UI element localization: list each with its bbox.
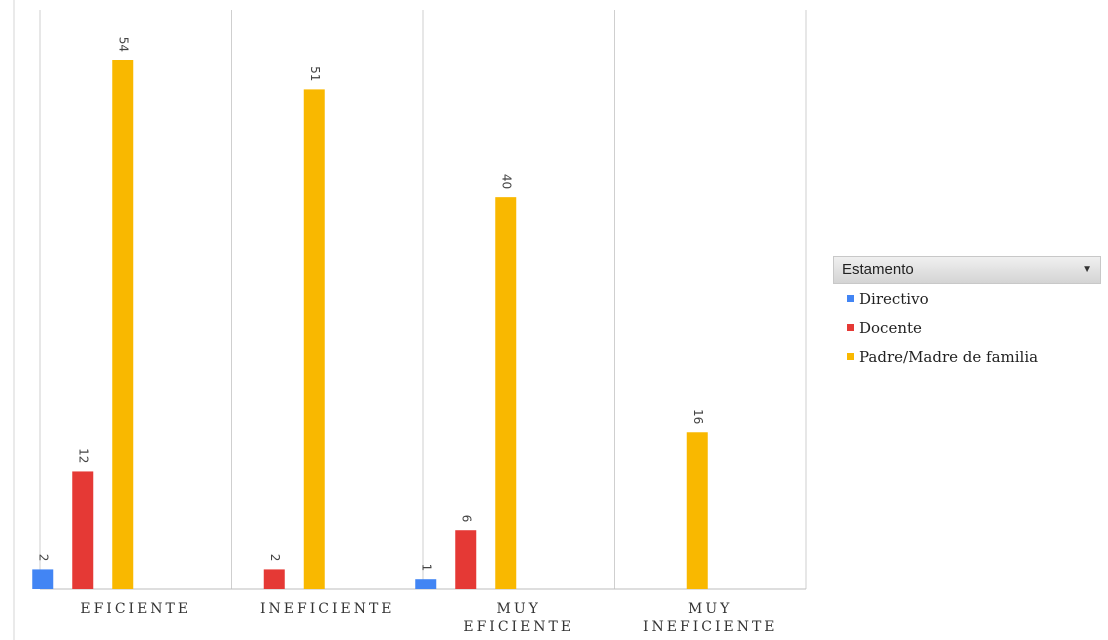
legend-label: Padre/Madre de familia bbox=[859, 347, 1039, 366]
data-label: 54 bbox=[116, 37, 130, 52]
legend-label: Directivo bbox=[859, 289, 929, 308]
data-label: 2 bbox=[268, 554, 282, 562]
bar bbox=[112, 60, 134, 589]
x-tick-label: MUY bbox=[497, 601, 541, 617]
x-tick-label: EFICIENTE bbox=[463, 619, 574, 635]
data-label: 6 bbox=[459, 515, 473, 523]
legend-swatch bbox=[847, 295, 854, 302]
bar bbox=[495, 197, 517, 590]
legend: Estamento ▼ Directivo Docente Padre/Madre … bbox=[833, 256, 1101, 371]
data-label: 40 bbox=[499, 174, 513, 189]
data-label: 16 bbox=[691, 409, 705, 424]
bar bbox=[72, 471, 94, 589]
legend-item[interactable]: Docente bbox=[833, 313, 1101, 342]
bar bbox=[455, 530, 477, 589]
legend-title: Estamento bbox=[842, 261, 914, 278]
bar bbox=[303, 89, 325, 589]
x-tick-label: MUY bbox=[688, 601, 732, 617]
bar bbox=[415, 579, 437, 589]
data-label: 51 bbox=[308, 66, 322, 81]
bars bbox=[32, 60, 708, 590]
data-label: 2 bbox=[36, 554, 50, 562]
legend-label: Docente bbox=[859, 318, 922, 337]
bar bbox=[686, 432, 708, 589]
x-tick-label: EFICIENTE bbox=[80, 601, 191, 617]
data-label: 1 bbox=[419, 564, 433, 572]
chevron-down-icon[interactable]: ▼ bbox=[1082, 264, 1092, 275]
legend-items: Directivo Docente Padre/Madre de familia bbox=[833, 284, 1101, 371]
legend-swatch bbox=[847, 324, 854, 331]
legend-item[interactable]: Directivo bbox=[833, 284, 1101, 313]
legend-item[interactable]: Padre/Madre de familia bbox=[833, 342, 1101, 371]
x-tick-label: INEFICIENTE bbox=[643, 619, 778, 635]
bar bbox=[263, 569, 285, 589]
x-axis: EFICIENTE INEFICIENTE MUY EFICIENTE MUY INEFI… bbox=[80, 601, 778, 635]
data-label: 12 bbox=[76, 448, 90, 463]
legend-swatch bbox=[847, 353, 854, 360]
value-labels: 2 1 12 2 6 54 51 40 16 bbox=[36, 37, 705, 571]
legend-filter-dropdown[interactable]: Estamento ▼ bbox=[833, 256, 1101, 284]
bar bbox=[32, 569, 54, 589]
x-tick-label: INEFICIENTE bbox=[260, 601, 395, 617]
